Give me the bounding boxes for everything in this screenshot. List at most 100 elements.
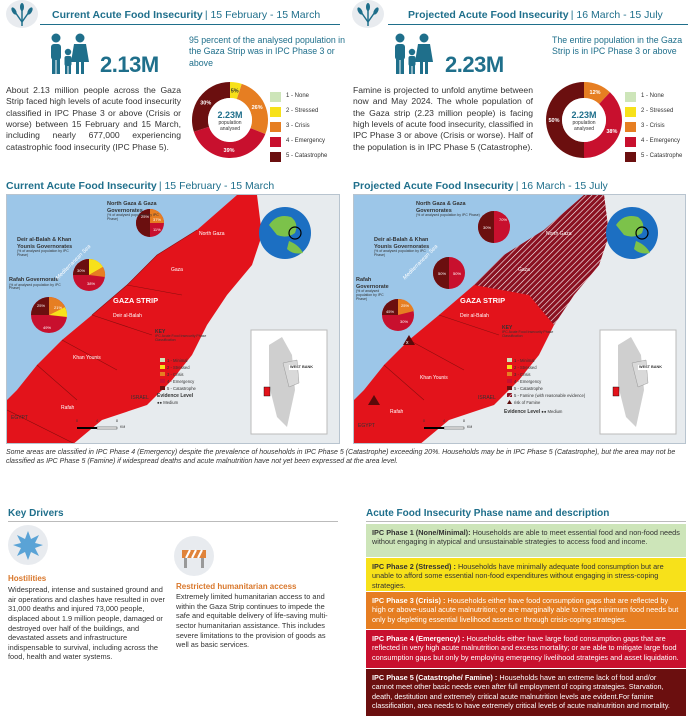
pie-label: 70%	[499, 217, 508, 222]
scale-label: 4	[443, 419, 445, 423]
place-label: EGYPT	[11, 415, 28, 421]
projected-map-canvas: x	[354, 195, 685, 443]
map-key: KEY IPC Acute Food Insecurity Phase Clas…	[155, 329, 207, 342]
donut-label: 39%	[224, 148, 235, 154]
legend-item: 3 - Crisis	[625, 119, 682, 134]
projected-donut-center: 2.23M population analysed	[564, 110, 604, 132]
legend-item: 5 - Catastrophe	[625, 149, 682, 164]
region-label-north: North Gaza & Gaza Governorates (% of anal…	[416, 201, 480, 218]
current-title: Current Acute Food Insecurity	[52, 9, 203, 21]
region-label-north: North Gaza & Gaza Governorates (% of anal…	[107, 201, 159, 222]
place-label: GAZA STRIP	[113, 296, 159, 305]
current-paragraph: About 2.13 million people across the Gaz…	[6, 85, 181, 152]
donut-label: 38%	[606, 129, 617, 135]
donut-slice	[192, 82, 230, 132]
wheat-icon	[6, 0, 38, 28]
pie-label: 25%	[37, 303, 46, 308]
current-date: 15 February - 15 March	[210, 9, 321, 21]
phase-2-box: IPC Phase 2 (Stressed) : Households have…	[366, 558, 686, 591]
scale-unit: KM	[120, 425, 126, 429]
current-number: 2.13M	[100, 52, 159, 77]
globe-icon	[259, 207, 311, 259]
place-label: Gaza	[171, 267, 183, 273]
legend-item: 3 - Crisis	[270, 119, 327, 134]
projected-note: The entire population in the Gaza Strip …	[552, 35, 683, 57]
driver-hostilities-title: Hostilities	[8, 574, 47, 583]
donut-center-value: 2.23M	[571, 110, 597, 120]
current-note: 95 percent of the analysed population in…	[189, 35, 346, 68]
current-legend: 1 - None 2 - Stressed 3 - Crisis 4 - Eme…	[270, 89, 327, 164]
place-label: Khan Younis	[73, 355, 101, 361]
scale-label: 0	[76, 419, 78, 423]
globe-icon	[606, 207, 658, 259]
place-label: GAZA STRIP	[460, 296, 506, 305]
evidence-level: Evidence Level ●● Medium	[504, 409, 563, 415]
donut-slice	[584, 82, 611, 104]
driver-access-title: Restricted humanitarian access	[176, 582, 297, 591]
phases-underline	[366, 521, 686, 522]
scale-label: 0	[423, 419, 425, 423]
inset-label: WEST BANK	[638, 365, 663, 370]
pie-deir-khan	[433, 257, 465, 289]
projected-date: 16 March - 15 July	[576, 9, 663, 21]
phase-1-box: IPC Phase 1 (None/Minimal): Households a…	[366, 524, 686, 557]
current-header: Current Acute Food Insecurity | 15 Febru…	[0, 0, 340, 30]
famine-risk-icon	[368, 395, 380, 405]
footnote: Some areas are classified in IPC Phase 4…	[6, 449, 676, 466]
header-underline	[40, 24, 340, 25]
header-underline	[388, 24, 688, 25]
driver-access-text: Extremely limited humanitarian access to…	[176, 592, 328, 650]
donut-hole	[208, 98, 252, 142]
pie-label: 50%	[438, 271, 447, 276]
phases-title: Acute Food Insecurity Phase name and des…	[366, 508, 610, 519]
projected-donut-chart: 12% 38% 50%	[546, 82, 622, 158]
drivers-title: Key Drivers	[8, 508, 64, 519]
pie-label: 30%	[483, 225, 492, 230]
legend-item: 5 - Catastrophe	[270, 149, 327, 164]
donut-slice	[193, 126, 266, 158]
place-label: Rafah	[390, 409, 404, 415]
pie-label: 49%	[43, 325, 52, 330]
map-projected-heading: Projected Acute Food Insecurity | 16 Mar…	[353, 180, 608, 192]
legend-item: 4 - Emergency	[625, 134, 682, 149]
pie-label: 38%	[87, 281, 96, 286]
projected-header: Projected Acute Food Insecurity | 16 Mar…	[350, 0, 692, 30]
pie-label: 37%	[153, 217, 162, 222]
region-label-deir: Deir al-Balah & Khan Younis Governorates…	[17, 237, 73, 258]
evidence-level: Evidence Level	[157, 393, 194, 399]
donut-label: 50%	[548, 118, 559, 124]
donut-slice	[584, 92, 622, 158]
region-label-deir: Deir al-Balah & Khan Younis Governorates…	[374, 237, 430, 258]
wheat-icon	[352, 0, 384, 28]
map-key: KEY IPC Acute Food Insecurity Phase Clas…	[502, 325, 554, 338]
place-label: ISRAEL	[478, 395, 496, 401]
donut-label: 12%	[590, 90, 601, 96]
svg-text:x: x	[406, 340, 409, 346]
evidence-value: ●● Medium	[157, 400, 179, 405]
donut-slice	[546, 82, 584, 158]
current-donut-center: 2.23M population analysed	[210, 110, 250, 132]
pie-north-gaza	[478, 211, 510, 243]
legend-item: 2 - Stressed	[625, 104, 682, 119]
legend-item: 1 - None	[270, 89, 327, 104]
donut-center-label: population analysed	[218, 120, 242, 132]
inset-map	[250, 329, 328, 435]
pie-label: 25%	[141, 214, 150, 219]
place-label: North Gaza	[546, 231, 572, 237]
current-map-canvas	[7, 195, 339, 443]
donut-center-label: population analysed	[572, 120, 596, 132]
region-label-rafah: Rafah Governorate (% of analysed populati…	[9, 277, 61, 291]
donut-label: 26%	[252, 105, 263, 111]
place-label: Deir al-Balah	[113, 313, 142, 319]
map-key-items: 1 - Minimal 2 - Stressed 3 - Crisis 4 - Eme…	[514, 358, 586, 405]
donut-slice	[236, 83, 268, 134]
current-map[interactable]: North Gaza & Gaza Governorates (% of anal…	[6, 194, 340, 444]
pie-label: 30%	[77, 268, 86, 273]
pie-label: 11%	[153, 227, 161, 232]
explosion-icon	[8, 525, 48, 565]
phase-5-box: IPC Phase 5 (Catastrophe/ Famine) : Hous…	[366, 669, 686, 716]
family-icon	[44, 30, 92, 78]
projected-map[interactable]: x North Gaza & Gaza Governorates (% of an…	[353, 194, 686, 444]
pie-deir-khan	[73, 258, 106, 291]
scale-unit: KM	[467, 425, 473, 429]
